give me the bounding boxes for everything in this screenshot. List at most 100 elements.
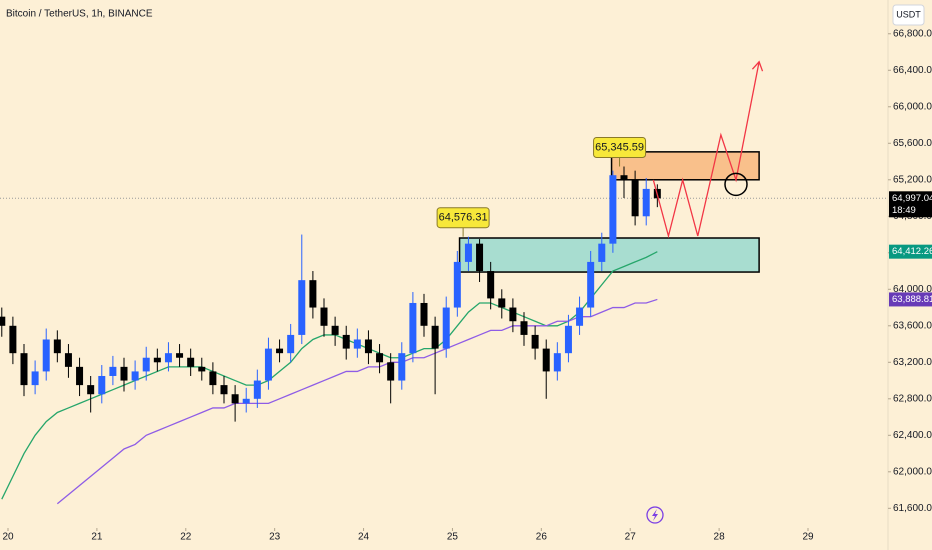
candle-body bbox=[9, 325, 17, 354]
price-label-box bbox=[889, 292, 932, 307]
x-tick-label: 20 bbox=[2, 532, 14, 543]
y-tick-label: 66,800.00 bbox=[893, 28, 932, 39]
candle-body bbox=[53, 339, 61, 354]
candle-body bbox=[253, 380, 261, 399]
moving-average-line bbox=[56, 298, 658, 505]
price-label-box bbox=[889, 244, 932, 259]
chart-title: Bitcoin / TetherUS, 1h, BINANCE bbox=[6, 9, 153, 20]
candle-body bbox=[376, 353, 384, 363]
currency-button[interactable] bbox=[892, 4, 925, 26]
currency-label: USDT bbox=[896, 9, 921, 19]
candle-body bbox=[431, 325, 439, 349]
candle-body bbox=[220, 385, 228, 395]
candle-body bbox=[142, 357, 150, 372]
price-label: 64,997.04 bbox=[892, 193, 932, 204]
candle-body bbox=[631, 179, 639, 217]
candle-body bbox=[498, 298, 506, 308]
price-zone bbox=[458, 237, 760, 273]
candle-body bbox=[98, 375, 106, 395]
candle-body bbox=[209, 371, 217, 386]
price-label: 63,888.81 bbox=[892, 294, 932, 305]
candle-body bbox=[287, 334, 295, 354]
candle-body bbox=[342, 334, 350, 349]
y-tick-label: 62,800.00 bbox=[893, 393, 932, 404]
candle-body bbox=[76, 366, 84, 386]
candle-body bbox=[542, 348, 550, 372]
y-tick-label: 66,000.00 bbox=[893, 101, 932, 112]
candle-body bbox=[609, 175, 617, 244]
candle-body bbox=[153, 357, 161, 363]
candle-body bbox=[620, 175, 628, 180]
candle-body bbox=[276, 348, 284, 354]
x-tick-label: 21 bbox=[91, 532, 103, 543]
candle-body bbox=[420, 302, 428, 326]
candle-body bbox=[164, 353, 172, 363]
candle-body bbox=[442, 307, 450, 349]
lightning-icon[interactable] bbox=[646, 506, 664, 524]
candle-body bbox=[364, 339, 372, 354]
candle-body bbox=[309, 280, 317, 308]
candle-body bbox=[31, 371, 39, 386]
y-tick-label: 65,200.00 bbox=[893, 174, 932, 185]
x-tick-label: 22 bbox=[180, 532, 192, 543]
candle-body bbox=[453, 261, 461, 308]
y-tick-label: 61,600.00 bbox=[893, 503, 932, 514]
candle-body bbox=[131, 371, 139, 381]
candle-body bbox=[476, 243, 484, 272]
candle-body bbox=[42, 339, 50, 372]
candle-body bbox=[387, 362, 395, 381]
candle-body bbox=[353, 339, 361, 349]
candle-body bbox=[242, 398, 250, 404]
x-tick-label: 25 bbox=[447, 532, 459, 543]
candle-body bbox=[398, 353, 406, 381]
callout-label: 65,345.59 bbox=[595, 141, 644, 153]
y-tick-label: 65,600.00 bbox=[893, 138, 932, 149]
y-tick-label: 63,600.00 bbox=[893, 320, 932, 331]
candle-body bbox=[587, 261, 595, 308]
callout-label: 64,576.31 bbox=[439, 212, 488, 224]
candle-body bbox=[331, 325, 339, 335]
moving-average-line bbox=[1, 251, 658, 500]
x-tick-label: 24 bbox=[358, 532, 370, 543]
candle-body bbox=[20, 353, 28, 386]
candle-body bbox=[231, 394, 239, 404]
candle-body bbox=[176, 353, 184, 358]
candle-body bbox=[87, 385, 95, 395]
price-label: 64,412.26 bbox=[892, 246, 932, 257]
candle-body bbox=[553, 353, 561, 372]
candle-body bbox=[564, 325, 572, 354]
candle-body bbox=[464, 243, 472, 262]
marker-circle bbox=[724, 172, 748, 197]
x-tick-label: 29 bbox=[802, 532, 814, 543]
callout-box bbox=[436, 207, 490, 229]
candle-body bbox=[187, 357, 195, 367]
candle-body bbox=[520, 321, 528, 335]
y-tick-label: 63,200.00 bbox=[893, 357, 932, 368]
candle-body bbox=[198, 366, 206, 372]
projection-path bbox=[652, 61, 760, 239]
candle-body bbox=[298, 280, 306, 335]
candle-body bbox=[409, 302, 417, 354]
y-tick-label: 66,400.00 bbox=[893, 65, 932, 76]
candle-body bbox=[487, 271, 495, 299]
x-tick-label: 23 bbox=[269, 532, 281, 543]
y-tick-label: 64,000.00 bbox=[893, 284, 932, 295]
candle-body bbox=[642, 188, 650, 217]
x-tick-label: 28 bbox=[714, 532, 726, 543]
candle-body bbox=[509, 307, 517, 322]
callout-box bbox=[593, 136, 647, 158]
candle-body bbox=[109, 366, 117, 376]
price-countdown: 18:49 bbox=[892, 205, 916, 216]
projection-arrowhead bbox=[751, 60, 764, 72]
x-tick-label: 27 bbox=[625, 532, 637, 543]
candle-body bbox=[598, 243, 606, 262]
y-tick-label: 62,400.00 bbox=[893, 430, 932, 441]
candle-body bbox=[120, 366, 128, 381]
candle-body bbox=[576, 307, 584, 326]
candle-body bbox=[320, 307, 328, 326]
x-tick-label: 26 bbox=[536, 532, 548, 543]
candle-body bbox=[64, 353, 72, 367]
candle-body bbox=[264, 348, 272, 381]
